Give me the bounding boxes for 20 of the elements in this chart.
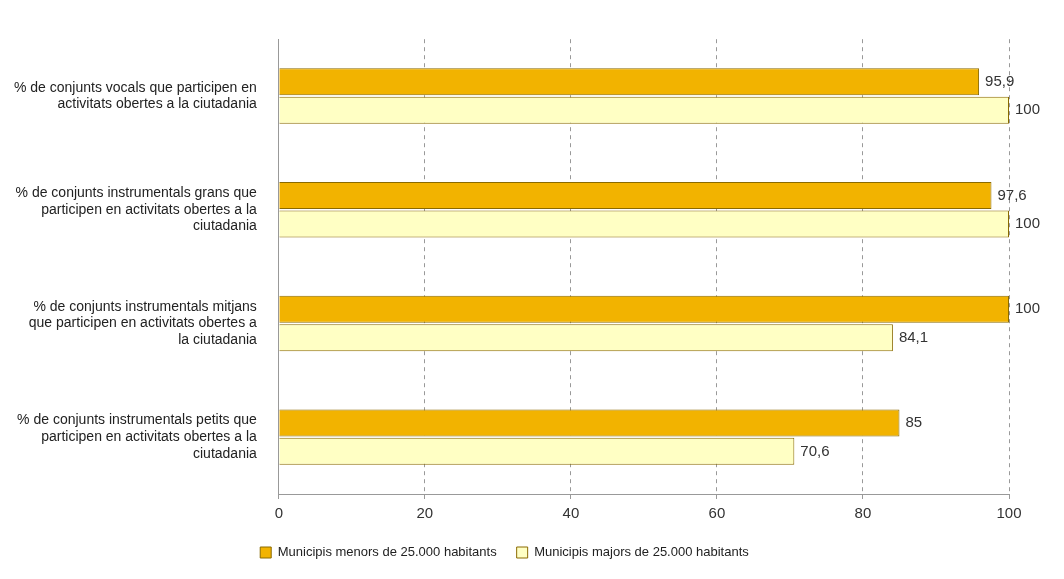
x-tick-label: 100 [996, 504, 1022, 522]
x-tick-label: 80 [854, 504, 872, 522]
data-label: 100 [1015, 100, 1041, 118]
data-label: 84,1 [898, 327, 929, 345]
data-label: 100 [1015, 299, 1041, 317]
y-tick-label: % de conjunts instrumentals grans que participen en activitats obertes a la ciutadania [15, 183, 258, 234]
x-tick-label: 40 [562, 504, 580, 522]
data-label: 70,6 [800, 441, 830, 459]
data-label: 97,6 [997, 185, 1027, 203]
legend-label: Municipis menors de 25.000 habitants [277, 544, 498, 560]
x-tick-label: 60 [708, 504, 726, 522]
data-label: 85 [905, 413, 923, 431]
y-tick-label: % de conjunts instrumentals petits que participen en activitats obertes a la ciutadania [17, 411, 258, 461]
x-tick-label: 20 [416, 504, 434, 522]
data-label: 100 [1015, 214, 1041, 232]
y-tick-label: % de conjunts vocals que participen en activitats obertes a la ciutadania [13, 78, 258, 112]
x-tick-label: 0 [274, 504, 283, 522]
y-tick-label: % de conjunts instrumentals mitjans que participen en activitats obertes a la ciutadania [28, 297, 258, 348]
legend-label: Municipis majors de 25.000 habitants [534, 544, 750, 560]
data-label: 95,9 [985, 71, 1015, 89]
